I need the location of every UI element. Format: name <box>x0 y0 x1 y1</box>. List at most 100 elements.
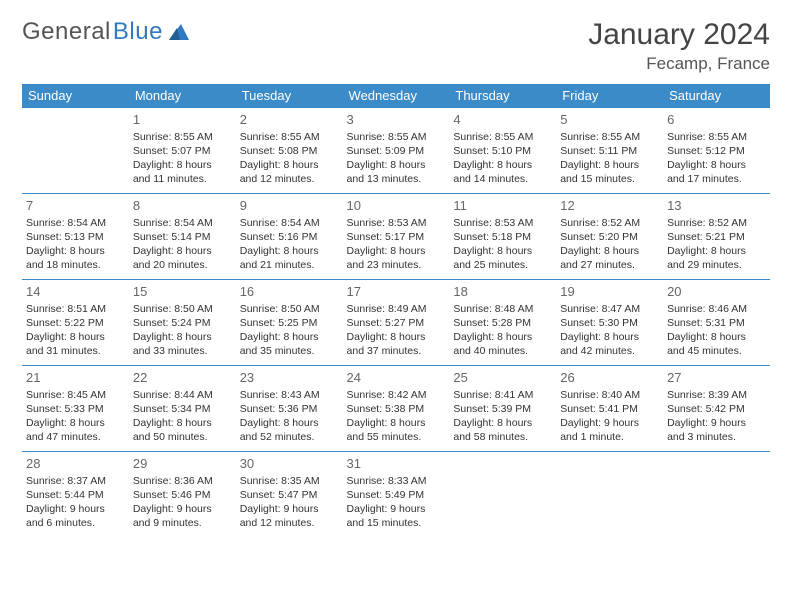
sunset-line: Sunset: 5:21 PM <box>667 230 766 244</box>
daylight-line: Daylight: 8 hours and 47 minutes. <box>26 416 125 444</box>
day-number: 24 <box>347 369 446 387</box>
day-cell: 29Sunrise: 8:36 AMSunset: 5:46 PMDayligh… <box>129 452 236 538</box>
daylight-line: Daylight: 8 hours and 29 minutes. <box>667 244 766 272</box>
day-cell: 31Sunrise: 8:33 AMSunset: 5:49 PMDayligh… <box>343 452 450 538</box>
day-number: 26 <box>560 369 659 387</box>
day-number: 18 <box>453 283 552 301</box>
daylight-line: Daylight: 8 hours and 37 minutes. <box>347 330 446 358</box>
day-number: 6 <box>667 111 766 129</box>
day-number: 10 <box>347 197 446 215</box>
month-title: January 2024 <box>588 18 770 52</box>
sunset-line: Sunset: 5:28 PM <box>453 316 552 330</box>
day-cell: 30Sunrise: 8:35 AMSunset: 5:47 PMDayligh… <box>236 452 343 538</box>
sunset-line: Sunset: 5:44 PM <box>26 488 125 502</box>
day-cell: 28Sunrise: 8:37 AMSunset: 5:44 PMDayligh… <box>22 452 129 538</box>
sunset-line: Sunset: 5:38 PM <box>347 402 446 416</box>
sunrise-line: Sunrise: 8:52 AM <box>667 216 766 230</box>
sunrise-line: Sunrise: 8:49 AM <box>347 302 446 316</box>
sunrise-line: Sunrise: 8:41 AM <box>453 388 552 402</box>
brand-logo: GeneralBlue <box>22 18 191 46</box>
sunset-line: Sunset: 5:46 PM <box>133 488 232 502</box>
sail-icon <box>167 22 191 42</box>
daylight-line: Daylight: 8 hours and 45 minutes. <box>667 330 766 358</box>
sunrise-line: Sunrise: 8:55 AM <box>347 130 446 144</box>
daylight-line: Daylight: 8 hours and 17 minutes. <box>667 158 766 186</box>
weekday-header: Friday <box>556 84 663 108</box>
sunset-line: Sunset: 5:34 PM <box>133 402 232 416</box>
sunrise-line: Sunrise: 8:43 AM <box>240 388 339 402</box>
calendar-row: 7Sunrise: 8:54 AMSunset: 5:13 PMDaylight… <box>22 194 770 280</box>
daylight-line: Daylight: 9 hours and 6 minutes. <box>26 502 125 530</box>
sunset-line: Sunset: 5:16 PM <box>240 230 339 244</box>
day-number: 21 <box>26 369 125 387</box>
daylight-line: Daylight: 8 hours and 40 minutes. <box>453 330 552 358</box>
daylight-line: Daylight: 8 hours and 52 minutes. <box>240 416 339 444</box>
daylight-line: Daylight: 9 hours and 1 minute. <box>560 416 659 444</box>
sunset-line: Sunset: 5:24 PM <box>133 316 232 330</box>
sunrise-line: Sunrise: 8:33 AM <box>347 474 446 488</box>
day-number: 1 <box>133 111 232 129</box>
daylight-line: Daylight: 8 hours and 11 minutes. <box>133 158 232 186</box>
day-cell: 22Sunrise: 8:44 AMSunset: 5:34 PMDayligh… <box>129 366 236 452</box>
day-number: 19 <box>560 283 659 301</box>
weekday-header: Wednesday <box>343 84 450 108</box>
day-cell: 24Sunrise: 8:42 AMSunset: 5:38 PMDayligh… <box>343 366 450 452</box>
day-number: 23 <box>240 369 339 387</box>
sunrise-line: Sunrise: 8:55 AM <box>667 130 766 144</box>
sunset-line: Sunset: 5:27 PM <box>347 316 446 330</box>
sunrise-line: Sunrise: 8:44 AM <box>133 388 232 402</box>
day-number: 12 <box>560 197 659 215</box>
day-cell: 1Sunrise: 8:55 AMSunset: 5:07 PMDaylight… <box>129 108 236 194</box>
sunset-line: Sunset: 5:14 PM <box>133 230 232 244</box>
daylight-line: Daylight: 8 hours and 18 minutes. <box>26 244 125 272</box>
sunrise-line: Sunrise: 8:50 AM <box>133 302 232 316</box>
calendar-row: 1Sunrise: 8:55 AMSunset: 5:07 PMDaylight… <box>22 108 770 194</box>
day-cell: 9Sunrise: 8:54 AMSunset: 5:16 PMDaylight… <box>236 194 343 280</box>
sunrise-line: Sunrise: 8:42 AM <box>347 388 446 402</box>
sunrise-line: Sunrise: 8:52 AM <box>560 216 659 230</box>
sunset-line: Sunset: 5:11 PM <box>560 144 659 158</box>
sunset-line: Sunset: 5:33 PM <box>26 402 125 416</box>
sunrise-line: Sunrise: 8:36 AM <box>133 474 232 488</box>
day-cell: 10Sunrise: 8:53 AMSunset: 5:17 PMDayligh… <box>343 194 450 280</box>
empty-cell <box>22 108 129 194</box>
header: GeneralBlue January 2024 Fecamp, France <box>22 18 770 74</box>
sunset-line: Sunset: 5:13 PM <box>26 230 125 244</box>
weekday-header: Saturday <box>663 84 770 108</box>
daylight-line: Daylight: 8 hours and 31 minutes. <box>26 330 125 358</box>
sunset-line: Sunset: 5:07 PM <box>133 144 232 158</box>
sunrise-line: Sunrise: 8:54 AM <box>26 216 125 230</box>
day-number: 13 <box>667 197 766 215</box>
daylight-line: Daylight: 8 hours and 33 minutes. <box>133 330 232 358</box>
day-number: 27 <box>667 369 766 387</box>
daylight-line: Daylight: 8 hours and 55 minutes. <box>347 416 446 444</box>
day-number: 29 <box>133 455 232 473</box>
day-cell: 23Sunrise: 8:43 AMSunset: 5:36 PMDayligh… <box>236 366 343 452</box>
day-cell: 2Sunrise: 8:55 AMSunset: 5:08 PMDaylight… <box>236 108 343 194</box>
sunset-line: Sunset: 5:12 PM <box>667 144 766 158</box>
day-cell: 14Sunrise: 8:51 AMSunset: 5:22 PMDayligh… <box>22 280 129 366</box>
day-number: 2 <box>240 111 339 129</box>
sunset-line: Sunset: 5:36 PM <box>240 402 339 416</box>
weekday-header: Thursday <box>449 84 556 108</box>
sunset-line: Sunset: 5:20 PM <box>560 230 659 244</box>
day-cell: 17Sunrise: 8:49 AMSunset: 5:27 PMDayligh… <box>343 280 450 366</box>
day-cell: 3Sunrise: 8:55 AMSunset: 5:09 PMDaylight… <box>343 108 450 194</box>
sunrise-line: Sunrise: 8:54 AM <box>133 216 232 230</box>
calendar-body: 1Sunrise: 8:55 AMSunset: 5:07 PMDaylight… <box>22 108 770 538</box>
daylight-line: Daylight: 8 hours and 21 minutes. <box>240 244 339 272</box>
calendar-row: 21Sunrise: 8:45 AMSunset: 5:33 PMDayligh… <box>22 366 770 452</box>
sunset-line: Sunset: 5:09 PM <box>347 144 446 158</box>
sunset-line: Sunset: 5:41 PM <box>560 402 659 416</box>
weekday-header-row: SundayMondayTuesdayWednesdayThursdayFrid… <box>22 84 770 108</box>
weekday-header: Tuesday <box>236 84 343 108</box>
weekday-header: Sunday <box>22 84 129 108</box>
day-cell: 12Sunrise: 8:52 AMSunset: 5:20 PMDayligh… <box>556 194 663 280</box>
sunset-line: Sunset: 5:30 PM <box>560 316 659 330</box>
brand-part2: Blue <box>113 18 163 46</box>
sunset-line: Sunset: 5:39 PM <box>453 402 552 416</box>
sunset-line: Sunset: 5:25 PM <box>240 316 339 330</box>
sunrise-line: Sunrise: 8:40 AM <box>560 388 659 402</box>
day-number: 9 <box>240 197 339 215</box>
day-number: 4 <box>453 111 552 129</box>
